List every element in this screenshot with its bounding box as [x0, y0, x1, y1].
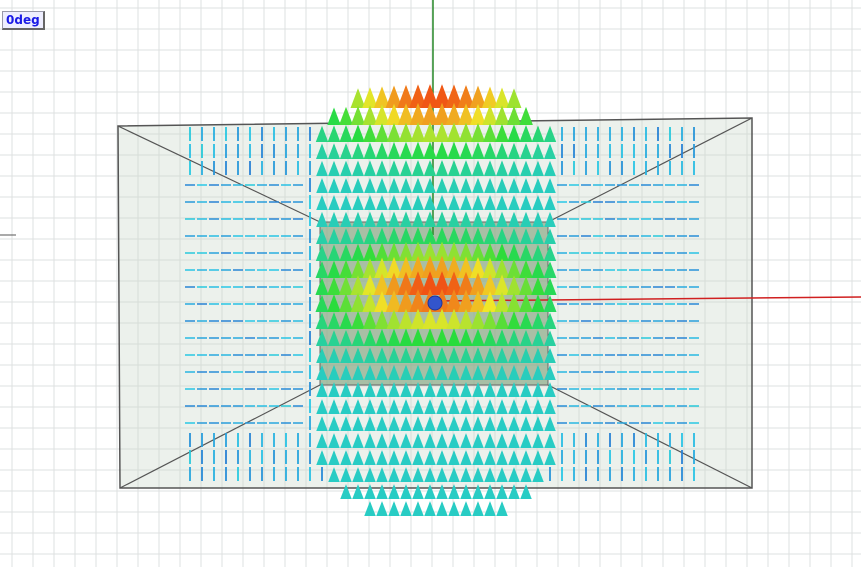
arrow-head [327, 108, 340, 125]
arrow-head [412, 501, 424, 516]
arrow-head [339, 107, 353, 125]
arrow-head [460, 501, 472, 516]
arrow-head [507, 106, 521, 125]
arrow-head [448, 501, 460, 516]
arrow-head [495, 105, 510, 125]
arrow-head [507, 88, 522, 108]
arrow-head [376, 501, 388, 516]
arrow-head [436, 501, 448, 516]
page: 0deg (() => { const data = JSON.parse(do… [0, 0, 861, 567]
arrow-head [351, 106, 365, 125]
arrow-head [496, 501, 508, 516]
arrow-head [364, 501, 376, 516]
arrow-head [351, 88, 366, 108]
arrow-head [519, 107, 533, 125]
arrow-head [363, 105, 378, 125]
arrow-head [400, 501, 412, 516]
arrow-head [494, 87, 510, 108]
arrow-head [424, 501, 436, 516]
arrow-head [484, 501, 496, 516]
viewport [0, 0, 861, 567]
origin [428, 296, 442, 310]
angle-label: 0deg [2, 11, 45, 30]
